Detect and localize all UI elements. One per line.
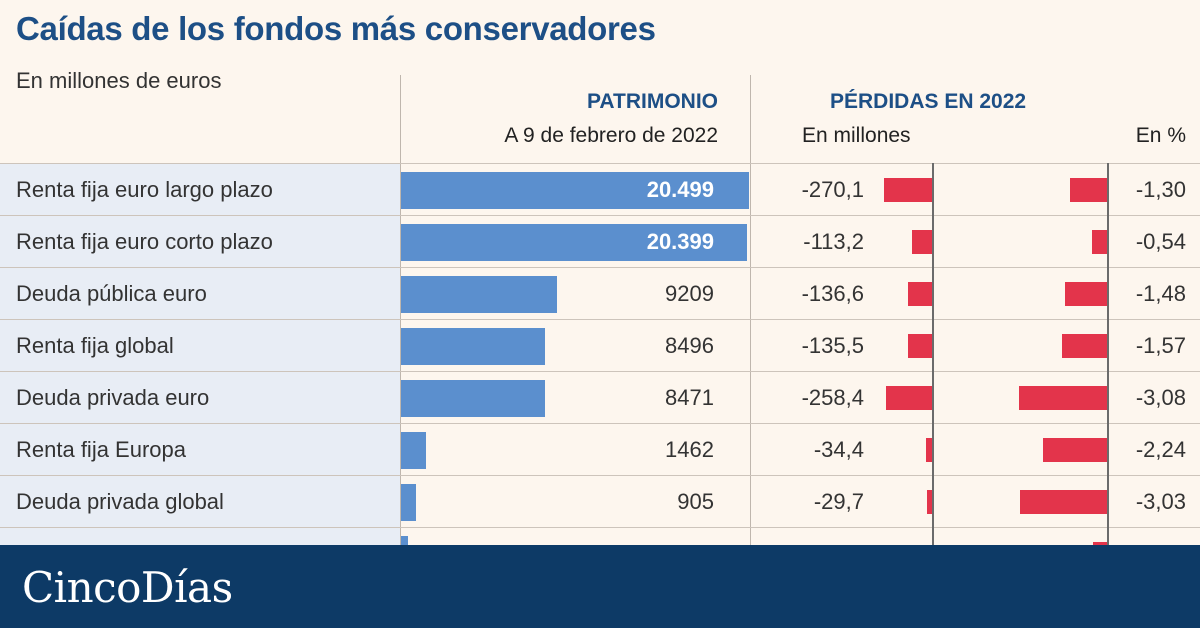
loss-pct-value: -1,57 [1135,333,1186,358]
patrimonio-value: 1462 [665,437,714,462]
loss-pct-bar [1091,230,1107,254]
loss-pct-bar [1062,334,1107,358]
loss-millions-value: -270,1 [801,177,864,202]
patrimonio-value: 905 [677,489,714,514]
loss-millions-value: -135,5 [801,333,864,358]
table-row: Deuda pública euro 9209 -136,6 -1,48 [0,267,1200,320]
header-patrimonio-date: A 9 de febrero de 2022 [504,124,718,147]
column-divider [400,75,401,545]
loss-millions-bar [884,178,932,202]
loss-millions-value: -34,4 [813,437,864,462]
patrimonio-value: 8471 [665,385,714,410]
loss-millions-bar [907,282,932,306]
row-label: Deuda privada global [16,489,224,514]
header-perdidas-pct: En % [1135,124,1186,147]
footer-banner: CincoDías [0,545,1200,628]
row-label-cell: Deuda privada euro [0,372,400,424]
loss-millions-bar [925,438,932,462]
row-label-cell: Deuda privada global [0,476,400,528]
loss-pct-value: -1,30 [1135,177,1186,202]
patrimonio-bar [401,484,417,521]
column-divider [750,75,751,545]
patrimonio-value: 9209 [665,281,714,306]
row-label: Renta fija euro largo plazo [16,177,273,202]
loss-millions-value: -113,2 [803,229,864,254]
patrimonio-bar [401,276,558,313]
cincodias-logo: CincoDías [22,563,233,612]
loss-pct-value: -0,54 [1135,229,1186,254]
loss-pct-bar [1069,178,1107,202]
loss-pct-bar [1019,386,1107,410]
loss-pct-value: -3,08 [1135,385,1186,410]
loss-millions-bar [926,490,932,514]
header-patrimonio: PATRIMONIO [586,90,718,113]
row-label: Deuda pública euro [16,281,207,306]
loss-pct-value: -2,24 [1135,437,1186,462]
patrimonio-value: 20.499 [646,177,714,202]
loss-pct-bar [1020,490,1107,514]
table-row: Renta fija global 8496 -135,5 -1,57 [0,319,1200,372]
chart-subtitle: En millones de euros [16,68,222,93]
header-perdidas-millones: En millones [802,124,911,147]
loss-millions-bar [886,386,932,410]
chart-title: Caídas de los fondos más conservadores [16,10,656,47]
row-label: Renta fija global [16,333,174,358]
patrimonio-bar [401,172,749,209]
loss-pct-bar [1043,438,1107,462]
row-label-cell: Renta fija euro corto plazo [0,216,400,268]
table-row: Renta fija euro corto plazo 20.399 -113,2 -… [0,215,1200,268]
loss-millions-bar [907,334,932,358]
patrimonio-bar [401,380,545,417]
patrimonio-value: 20.399 [646,229,714,254]
row-label-cell: Renta fija Europa [0,424,400,476]
patrimonio-bar [401,328,546,365]
table-row: Renta fija euro largo plazo 20.499 -270,1 -… [0,163,1200,216]
table-body: Renta fija euro largo plazo 20.499 -270,1 -… [0,163,1200,580]
patrimonio-value: 8496 [665,333,714,358]
row-label: Deuda privada euro [16,385,210,410]
patrimonio-bar [401,224,748,261]
table-row: Deuda privada global 905 -29,7 -3,03 [0,475,1200,528]
header-perdidas: PÉRDIDAS EN 2022 [830,90,1027,113]
loss-millions-bar [911,230,932,254]
loss-pct-value: -3,03 [1135,489,1186,514]
row-label: Renta fija euro corto plazo [16,229,273,254]
table-row: Deuda privada euro 8471 -258,4 -3,08 [0,371,1200,424]
row-label: Renta fija Europa [16,437,186,462]
loss-pct-axis [1107,163,1109,545]
row-label-cell: Renta fija global [0,320,400,372]
loss-pct-bar [1064,282,1107,306]
patrimonio-bar [401,432,426,469]
loss-millions-value: -29,7 [813,489,864,514]
row-label-cell: Deuda pública euro [0,268,400,320]
table-row: Renta fija Europa 1462 -34,4 -2,24 [0,423,1200,476]
row-label-cell: Renta fija euro largo plazo [0,164,400,216]
loss-millions-value: -258,4 [801,385,864,410]
loss-millions-axis [932,163,934,545]
loss-millions-value: -136,6 [801,281,864,306]
loss-pct-value: -1,48 [1135,281,1186,306]
